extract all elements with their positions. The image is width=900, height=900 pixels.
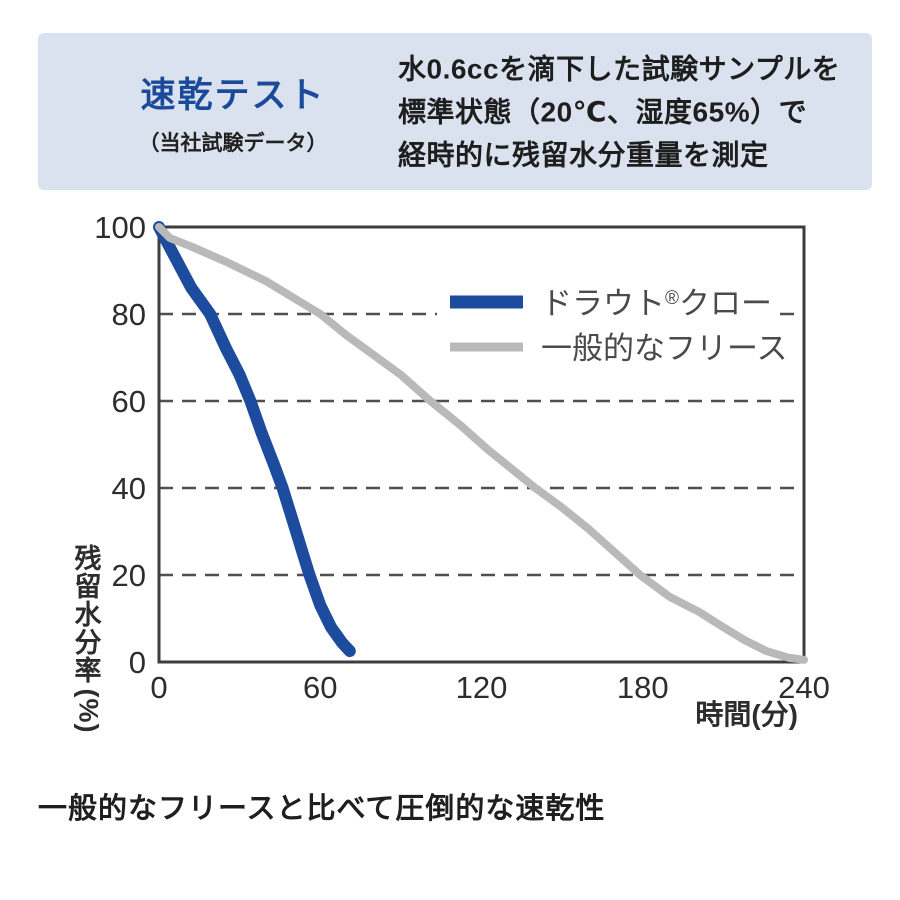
x-tick-label: 0 [150,670,167,705]
series-line-1 [155,223,808,664]
series-line-0 [153,221,356,658]
y-tick-label: 80 [112,297,146,332]
y-axis-label-char: 分 [74,628,102,658]
y-tick-label: 100 [94,210,146,245]
y-axis-label: 残留水分率 (%) [69,544,107,734]
x-tick-label: 60 [303,670,337,705]
drying-time-chart: 残留水分率 (%) 0 20 40 60 80 100 0 60 120 180 240 時間(分) ドラ… [0,200,900,780]
x-tick-label: 180 [617,670,669,705]
test-description: 水0.6ccを滴下した試験サンプルを 標準状態（20℃、湿度65%）で 経時的に… [398,47,840,176]
test-info-panel: 速乾テスト （当社試験データ） 水0.6ccを滴下した試験サンプルを 標準状態（… [38,33,872,190]
x-tick-label: 120 [456,670,508,705]
test-title: 速乾テスト [140,75,326,115]
y-tick-label: 40 [112,471,146,506]
test-subtitle: （当社試験データ） [138,131,328,155]
x-tick-label: 240 [778,670,830,705]
x-axis-title: 時間(分) [695,699,798,730]
y-axis-label-char: 残 [74,544,102,574]
y-tick-label: 0 [129,645,146,680]
legend-label-0: ドラウト®クロー [541,286,772,321]
bottom-caption: 一般的なフリースと比べて圧倒的な速乾性 [38,793,606,825]
test-description-line-1: 水0.6ccを滴下した試験サンプルを [398,53,841,84]
plot-border [157,225,806,664]
legend-label-1: 一般的なフリース [541,331,787,366]
y-tick-label: 60 [112,384,146,419]
y-axis-label-char: 留 [74,572,102,602]
y-axis-label-char: 率 [74,656,102,686]
y-tick-label: 20 [112,558,146,593]
legend-background [437,277,779,369]
y-axis-label-char: 水 [74,600,102,630]
test-description-line-3: 経時的に残留水分重量を測定 [398,139,769,170]
test-title-block: 速乾テスト （当社試験データ） [98,33,368,190]
test-description-line-2: 標準状態（20℃、湿度65%）で [398,96,808,127]
